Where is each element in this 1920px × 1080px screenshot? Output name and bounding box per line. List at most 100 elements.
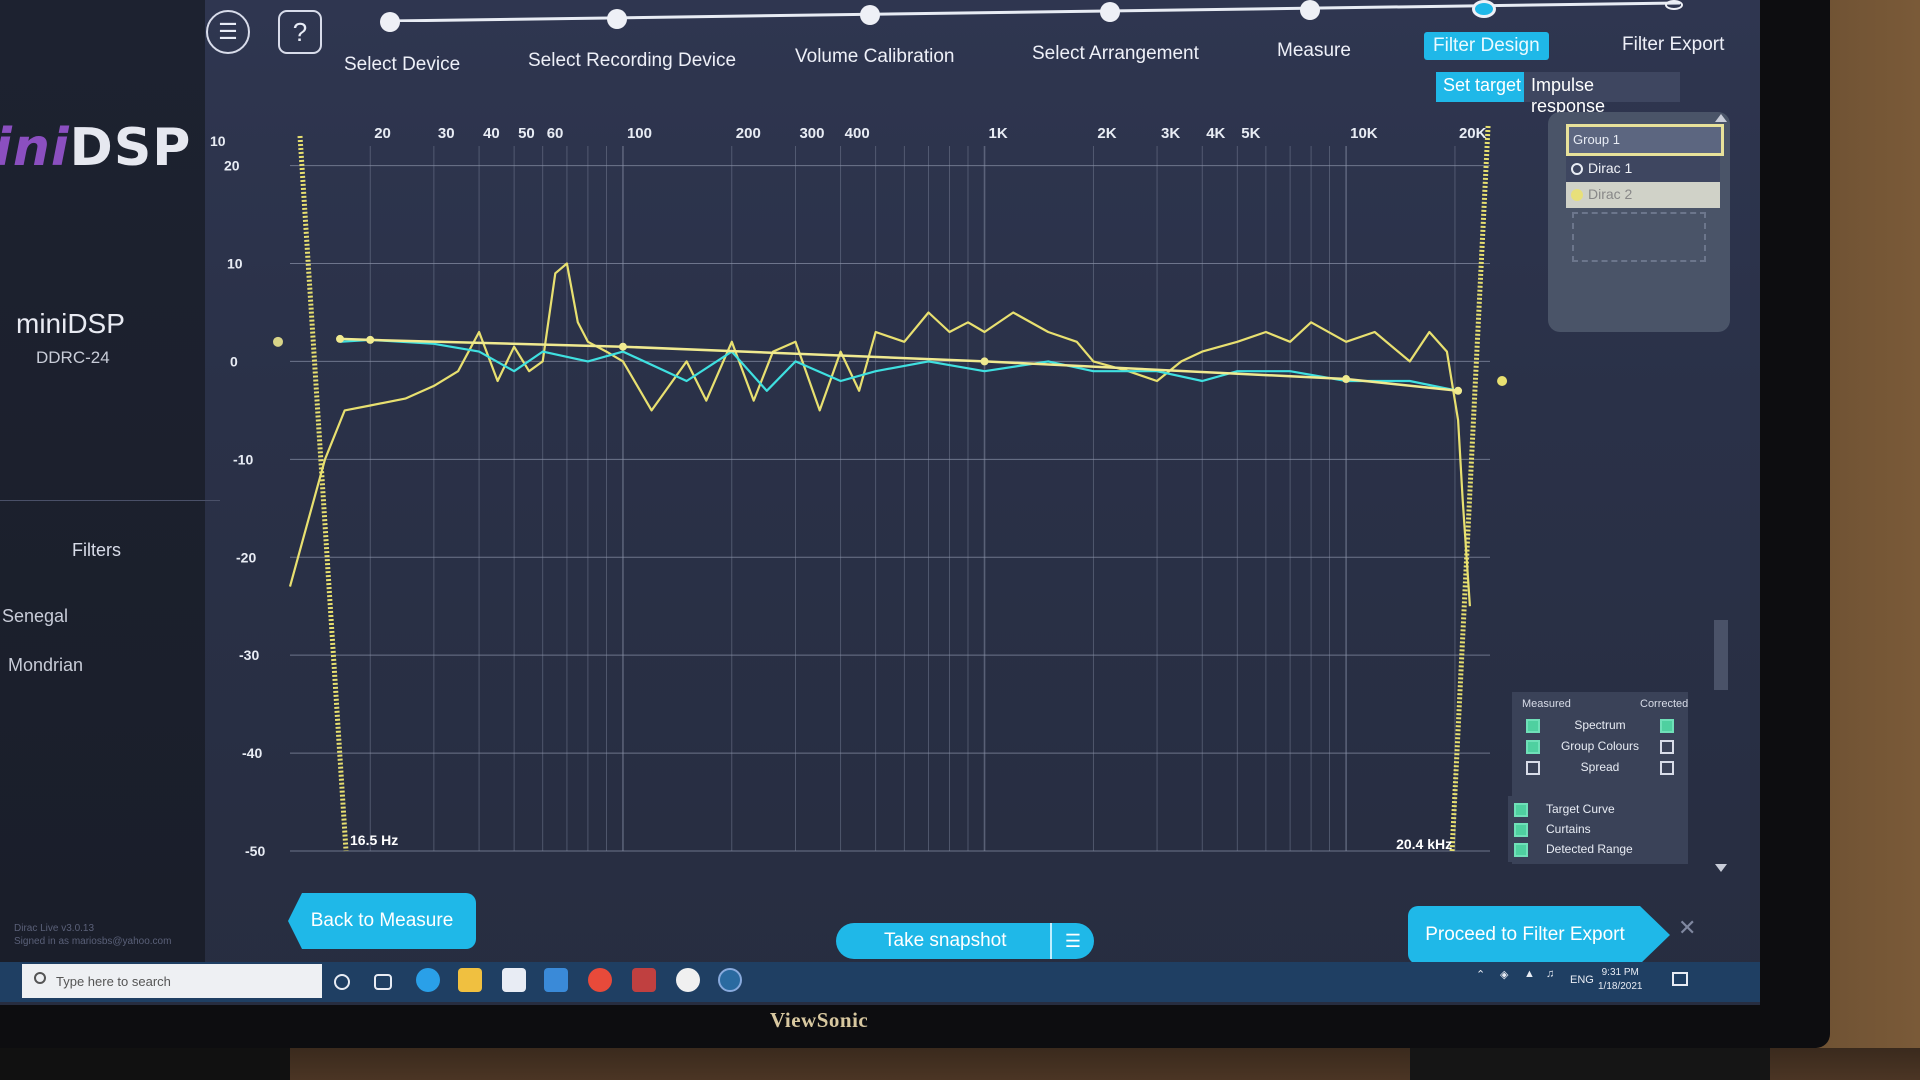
snapshot-label: Take snapshot [884,930,1007,951]
group-item-dirac-1[interactable]: Dirac 1 [1566,156,1720,182]
group-title[interactable]: Group 1 [1566,124,1724,156]
clock-time: 9:31 PM [1601,967,1639,978]
x-tick-label: 20 [374,125,391,142]
step-filter-export[interactable]: Filter Export [1622,34,1725,55]
monitor-brand: ViewSonic [770,1008,869,1032]
language-indicator[interactable]: ENG [1570,974,1594,986]
step-dot-filter-export[interactable] [1665,0,1683,10]
checkbox-measured-spread[interactable] [1526,761,1540,775]
close-icon[interactable]: ✕ [1678,915,1697,940]
step-dot-select-device[interactable] [380,12,400,32]
target-handle [618,342,627,351]
x-tick-label: 1K [989,125,1008,142]
high-curtain-label: 20.4 kHz [1396,836,1452,852]
help-button[interactable]: ? [278,10,322,54]
step-measure[interactable]: Measure [1277,40,1351,61]
corrected-header: Corrected [1640,698,1689,710]
checkbox-corrected-spread[interactable] [1660,761,1674,775]
x-tick-label: 100 [627,125,652,142]
step-select-device[interactable]: Select Device [344,54,461,75]
radio-icon[interactable] [1571,189,1583,201]
x-tick-label: 50 [518,125,535,142]
checkbox-corrected-group-colours[interactable] [1660,740,1674,754]
monitor: iniDSP miniDSP DDRC-24 Filters Senegal M… [0,0,1830,1048]
task-view-icon[interactable] [374,974,392,990]
target-handle [1342,375,1351,384]
step-select-recording-device[interactable]: Select Recording Device [528,50,737,71]
menu-button[interactable]: ☰ [206,10,250,54]
x-tick-label: 2K [1097,125,1116,142]
taskbar-search[interactable]: Type here to search [22,964,322,998]
group-item-label: Dirac 2 [1588,186,1633,202]
monitor-stand-right [1410,1048,1770,1080]
checkbox-corrected-spectrum[interactable] [1660,719,1674,733]
checkbox-measured-spectrum[interactable] [1526,719,1540,733]
take-snapshot-button[interactable]: Take snapshot ☰ [836,923,1094,959]
taskbar: Type here to search ⌃ ◈ ▲ ♫ ENG 9:31 PM [0,962,1760,1002]
step-dot-select-arrangement[interactable] [1100,2,1120,22]
chrome-icon[interactable] [588,968,612,992]
measured-curve [288,262,1471,607]
snapshot-list-icon[interactable]: ☰ [1050,923,1094,959]
office-icon[interactable] [632,968,656,992]
wifi-icon[interactable]: ▲ [1524,968,1535,980]
step-dot-filter-design[interactable] [1472,0,1496,18]
mail-icon[interactable] [544,968,568,992]
group-item-dirac-2[interactable]: Dirac 2 [1566,182,1720,208]
scroll-up-icon[interactable] [1715,114,1727,122]
proceed-label: Proceed to Filter Export [1425,924,1625,945]
target-handle [336,334,345,343]
checkbox-target-curve[interactable] [1514,803,1528,817]
tab-impulse-response[interactable]: Impulse response [1524,72,1680,116]
step-dot-select-recording-device[interactable] [607,9,627,29]
option-row-curtains: Curtains [1508,820,1684,840]
step-dot-measure[interactable] [1300,0,1320,20]
x-tick-label: 200 [736,125,761,142]
checkbox-measured-group-colours[interactable] [1526,740,1540,754]
clock[interactable]: 9:31 PM 1/18/2021 [1598,966,1643,994]
tray-chevron-icon[interactable]: ⌃ [1476,969,1486,981]
store-icon[interactable] [502,968,526,992]
device-name: miniDSP [16,308,125,339]
cortana-icon[interactable] [334,974,350,990]
step-filter-design[interactable]: Filter Design [1424,32,1549,60]
x-tick-label: 4K [1206,125,1225,142]
back-to-measure-button[interactable]: Back to Measure [288,893,476,949]
x-tick-label: 10K [1350,125,1378,142]
step-select-arrangement[interactable]: Select Arrangement [1032,43,1199,64]
step-volume-calibration[interactable]: Volume Calibration [795,46,955,67]
file-explorer-icon[interactable] [458,968,482,992]
tab-set-target[interactable]: Set target [1436,72,1529,102]
option-row-spectrum: Spectrum [1512,716,1688,736]
y-tick-label: -10 [233,451,253,467]
y-tick-label: -30 [239,647,259,663]
step-dot-volume-calibration[interactable] [860,5,880,25]
checkbox-detected-range[interactable] [1514,843,1528,857]
edge-icon[interactable] [416,968,440,992]
filter-item-senegal[interactable]: Senegal [2,606,69,626]
display-extras-panel: Target Curve Curtains Detected Range [1508,796,1686,862]
scroll-down-icon[interactable] [1715,864,1727,872]
option-row-target-curve: Target Curve [1508,800,1684,820]
option-label: Spread [1580,760,1620,774]
proceed-to-filter-export-button[interactable]: Proceed to Filter Export [1408,906,1670,964]
filter-item-mondrian[interactable]: Mondrian [8,655,84,675]
x-tick-label: 400 [845,125,870,142]
scrollbar[interactable] [1712,110,1730,880]
signed-in-text: Signed in as mariosbs@yahoo.com [14,936,172,947]
volume-icon[interactable]: ♫ [1546,968,1555,980]
checkbox-curtains[interactable] [1514,823,1528,837]
frequency-response-chart[interactable]: 20 30 40 50 60 100 200 300 400 1K 2K 3K 4K 5K 10K 20K20… [200,116,1535,858]
brand-logo: iniDSP [0,118,192,178]
radio-icon[interactable] [1571,163,1583,175]
scroll-thumb[interactable] [1714,620,1728,690]
dirac-icon[interactable] [718,968,742,992]
app-icon[interactable] [676,968,700,992]
option-label: Curtains [1546,822,1591,836]
network-icon[interactable]: ◈ [1500,969,1509,981]
y-top-label: 10 [210,133,226,149]
device-model: DDRC-24 [36,348,110,367]
group-drop-zone[interactable] [1572,212,1706,262]
notifications-icon[interactable] [1672,972,1688,986]
